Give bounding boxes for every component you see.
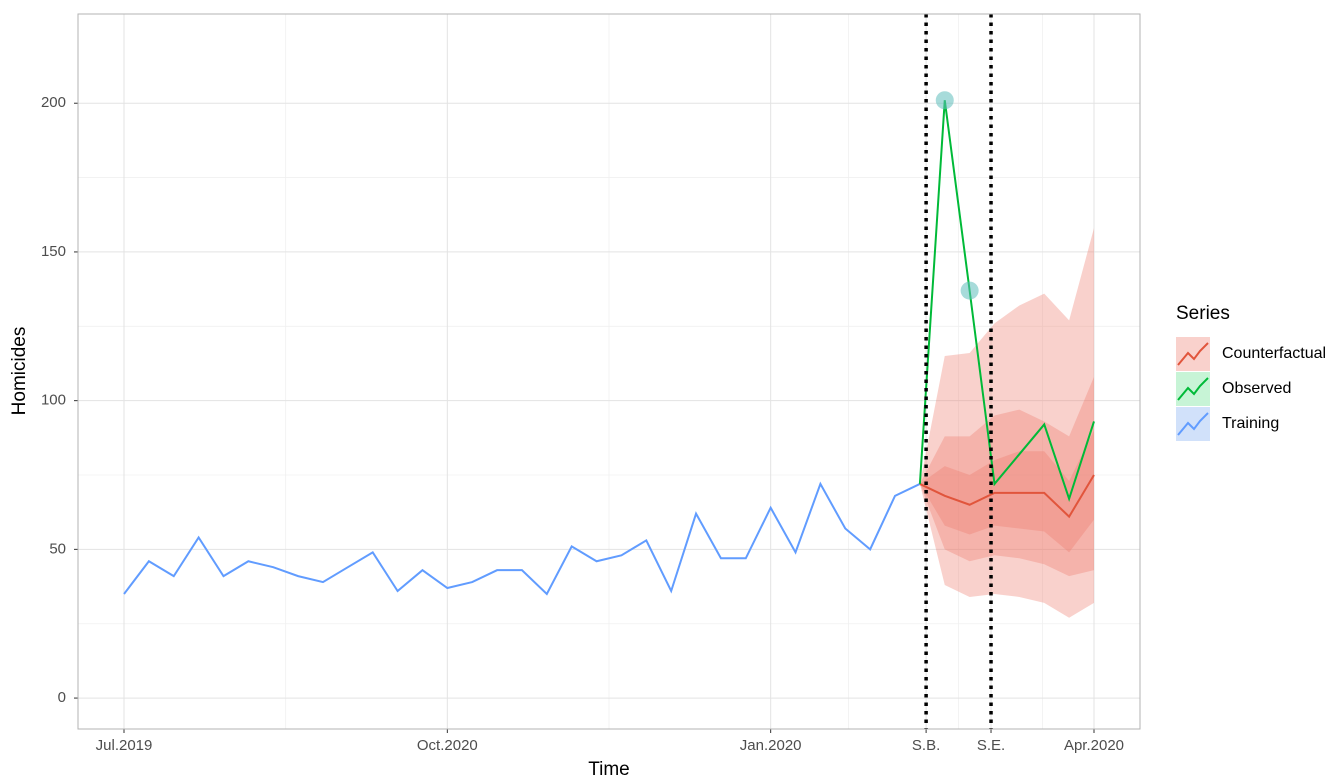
legend-label: Counterfactual [1222,345,1326,362]
legend-key-line [1177,412,1209,436]
y-tick-label: 0 [58,689,66,706]
interval-band [919,376,1094,577]
legend-title: Series [1176,303,1230,324]
legend-key-box [1176,337,1210,371]
y-tick-label: 50 [49,540,66,557]
y-tick-label: 100 [41,392,66,409]
interval-band [919,430,1094,553]
series-line [919,474,1095,519]
legend-key-box [1176,407,1210,441]
x-tick-label: S.B. [912,737,940,754]
x-tick-label: S.E. [977,737,1005,754]
y-tick-label: 200 [41,94,66,111]
legend-key-box [1176,372,1210,406]
legend-key-line [1177,342,1209,366]
series-line [918,100,1095,503]
highlight-point [960,281,979,300]
interval-band [919,228,1094,618]
legend-label: Observed [1222,380,1291,397]
legend-key-line [1177,377,1209,401]
x-tick-label: Oct.2020 [417,737,478,754]
plot-border [77,13,1141,730]
x-tick-label: Apr.2020 [1064,737,1124,754]
x-axis-title: Time [588,759,630,780]
series-line [123,481,921,596]
x-tick-label: Jul.2019 [96,737,153,754]
highlight-point [935,91,954,110]
legend-label: Training [1222,415,1279,432]
y-tick-label: 150 [41,243,66,260]
y-axis-title: Homicides [9,327,30,416]
x-tick-label: Jan.2020 [740,737,802,754]
